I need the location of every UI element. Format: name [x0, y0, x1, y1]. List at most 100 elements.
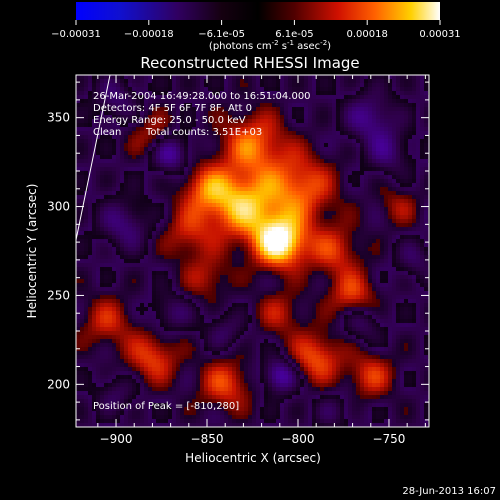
- heatmap-cell: [256, 199, 261, 204]
- heatmap-cell: [148, 111, 153, 116]
- heatmap-cell: [200, 119, 205, 124]
- heatmap-cell: [236, 207, 241, 212]
- heatmap-cell: [396, 267, 401, 272]
- heatmap-cell: [84, 219, 89, 224]
- heatmap-cell: [324, 143, 329, 148]
- heatmap-cell: [396, 107, 401, 112]
- heatmap-cell: [204, 143, 209, 148]
- heatmap-cell: [400, 139, 405, 144]
- heatmap-cell: [212, 211, 217, 216]
- heatmap-cell: [104, 75, 109, 80]
- heatmap-cell: [116, 143, 121, 148]
- heatmap-cell: [376, 187, 381, 192]
- heatmap-cell: [292, 183, 297, 188]
- heatmap-cell: [268, 107, 273, 112]
- heatmap-cell: [164, 263, 169, 268]
- heatmap-cell: [300, 247, 305, 252]
- heatmap-cell: [244, 255, 249, 260]
- heatmap-cell: [260, 131, 265, 136]
- heatmap-cell: [372, 91, 377, 96]
- heatmap-cell: [388, 187, 393, 192]
- heatmap-cell: [144, 111, 149, 116]
- heatmap-cell: [244, 215, 249, 220]
- heatmap-cell: [300, 83, 305, 88]
- heatmap-cell: [280, 135, 285, 140]
- heatmap-cell: [152, 259, 157, 264]
- heatmap-cell: [300, 87, 305, 92]
- heatmap-cell: [192, 171, 197, 176]
- heatmap-cell: [244, 203, 249, 208]
- heatmap-cell: [228, 99, 233, 104]
- heatmap-cell: [144, 207, 149, 212]
- heatmap-cell: [88, 231, 93, 236]
- heatmap-cell: [124, 211, 129, 216]
- heatmap-cell: [268, 195, 273, 200]
- heatmap-cell: [372, 135, 377, 140]
- heatmap-cell: [92, 283, 97, 288]
- heatmap-cell: [392, 259, 397, 264]
- heatmap-cell: [248, 95, 253, 100]
- heatmap-cell: [316, 95, 321, 100]
- heatmap-cell: [196, 211, 201, 216]
- heatmap-cell: [324, 215, 329, 220]
- heatmap-cell: [260, 223, 265, 228]
- heatmap-cell: [172, 79, 177, 84]
- heatmap-cell: [316, 247, 321, 252]
- heatmap-cell: [360, 175, 365, 180]
- heatmap-cell: [152, 91, 157, 96]
- heatmap-cell: [236, 151, 241, 156]
- heatmap-cell: [316, 171, 321, 176]
- heatmap-cell: [112, 111, 117, 116]
- heatmap-cell: [420, 199, 425, 204]
- heatmap-cell: [288, 207, 293, 212]
- heatmap-cell: [376, 199, 381, 204]
- heatmap-cell: [132, 259, 137, 264]
- heatmap-cell: [128, 235, 133, 240]
- heatmap-cell: [280, 235, 285, 240]
- heatmap-cell: [108, 127, 113, 132]
- heatmap-cell: [236, 179, 241, 184]
- heatmap-cell: [288, 215, 293, 220]
- heatmap-cell: [324, 179, 329, 184]
- heatmap-cell: [148, 267, 153, 272]
- heatmap-cell: [300, 203, 305, 208]
- heatmap-cell: [88, 75, 93, 80]
- heatmap-cell: [108, 243, 113, 248]
- heatmap-cell: [120, 155, 125, 160]
- heatmap-cell: [248, 171, 253, 176]
- heatmap-cell: [124, 231, 129, 236]
- heatmap-cell: [160, 291, 165, 296]
- heatmap-cell: [280, 287, 285, 292]
- heatmap-cell: [216, 287, 221, 292]
- heatmap-cell: [284, 203, 289, 208]
- heatmap-cell: [180, 99, 185, 104]
- heatmap-cell: [160, 111, 165, 116]
- heatmap-cell: [188, 103, 193, 108]
- heatmap-cell: [280, 271, 285, 276]
- heatmap-cell: [348, 235, 353, 240]
- heatmap-cell: [412, 115, 417, 120]
- heatmap-cell: [200, 75, 205, 80]
- heatmap-cell: [280, 155, 285, 160]
- heatmap-cell: [136, 151, 141, 156]
- heatmap-cell: [212, 123, 217, 128]
- heatmap-cell: [308, 159, 313, 164]
- heatmap-cell: [304, 255, 309, 260]
- heatmap-cell: [336, 83, 341, 88]
- heatmap-cell: [288, 239, 293, 244]
- heatmap-cell: [228, 291, 233, 296]
- heatmap-cell: [140, 215, 145, 220]
- heatmap-cell: [164, 243, 169, 248]
- heatmap-cell: [296, 235, 301, 240]
- heatmap-cell: [308, 143, 313, 148]
- heatmap-cell: [100, 271, 105, 276]
- heatmap-cell: [404, 99, 409, 104]
- heatmap-cell: [88, 199, 93, 204]
- heatmap-cell: [300, 275, 305, 280]
- heatmap-cell: [220, 235, 225, 240]
- heatmap-cell: [416, 267, 421, 272]
- heatmap-cell: [404, 147, 409, 152]
- heatmap-cell: [116, 115, 121, 120]
- heatmap-cell: [192, 91, 197, 96]
- heatmap-cell: [168, 231, 173, 236]
